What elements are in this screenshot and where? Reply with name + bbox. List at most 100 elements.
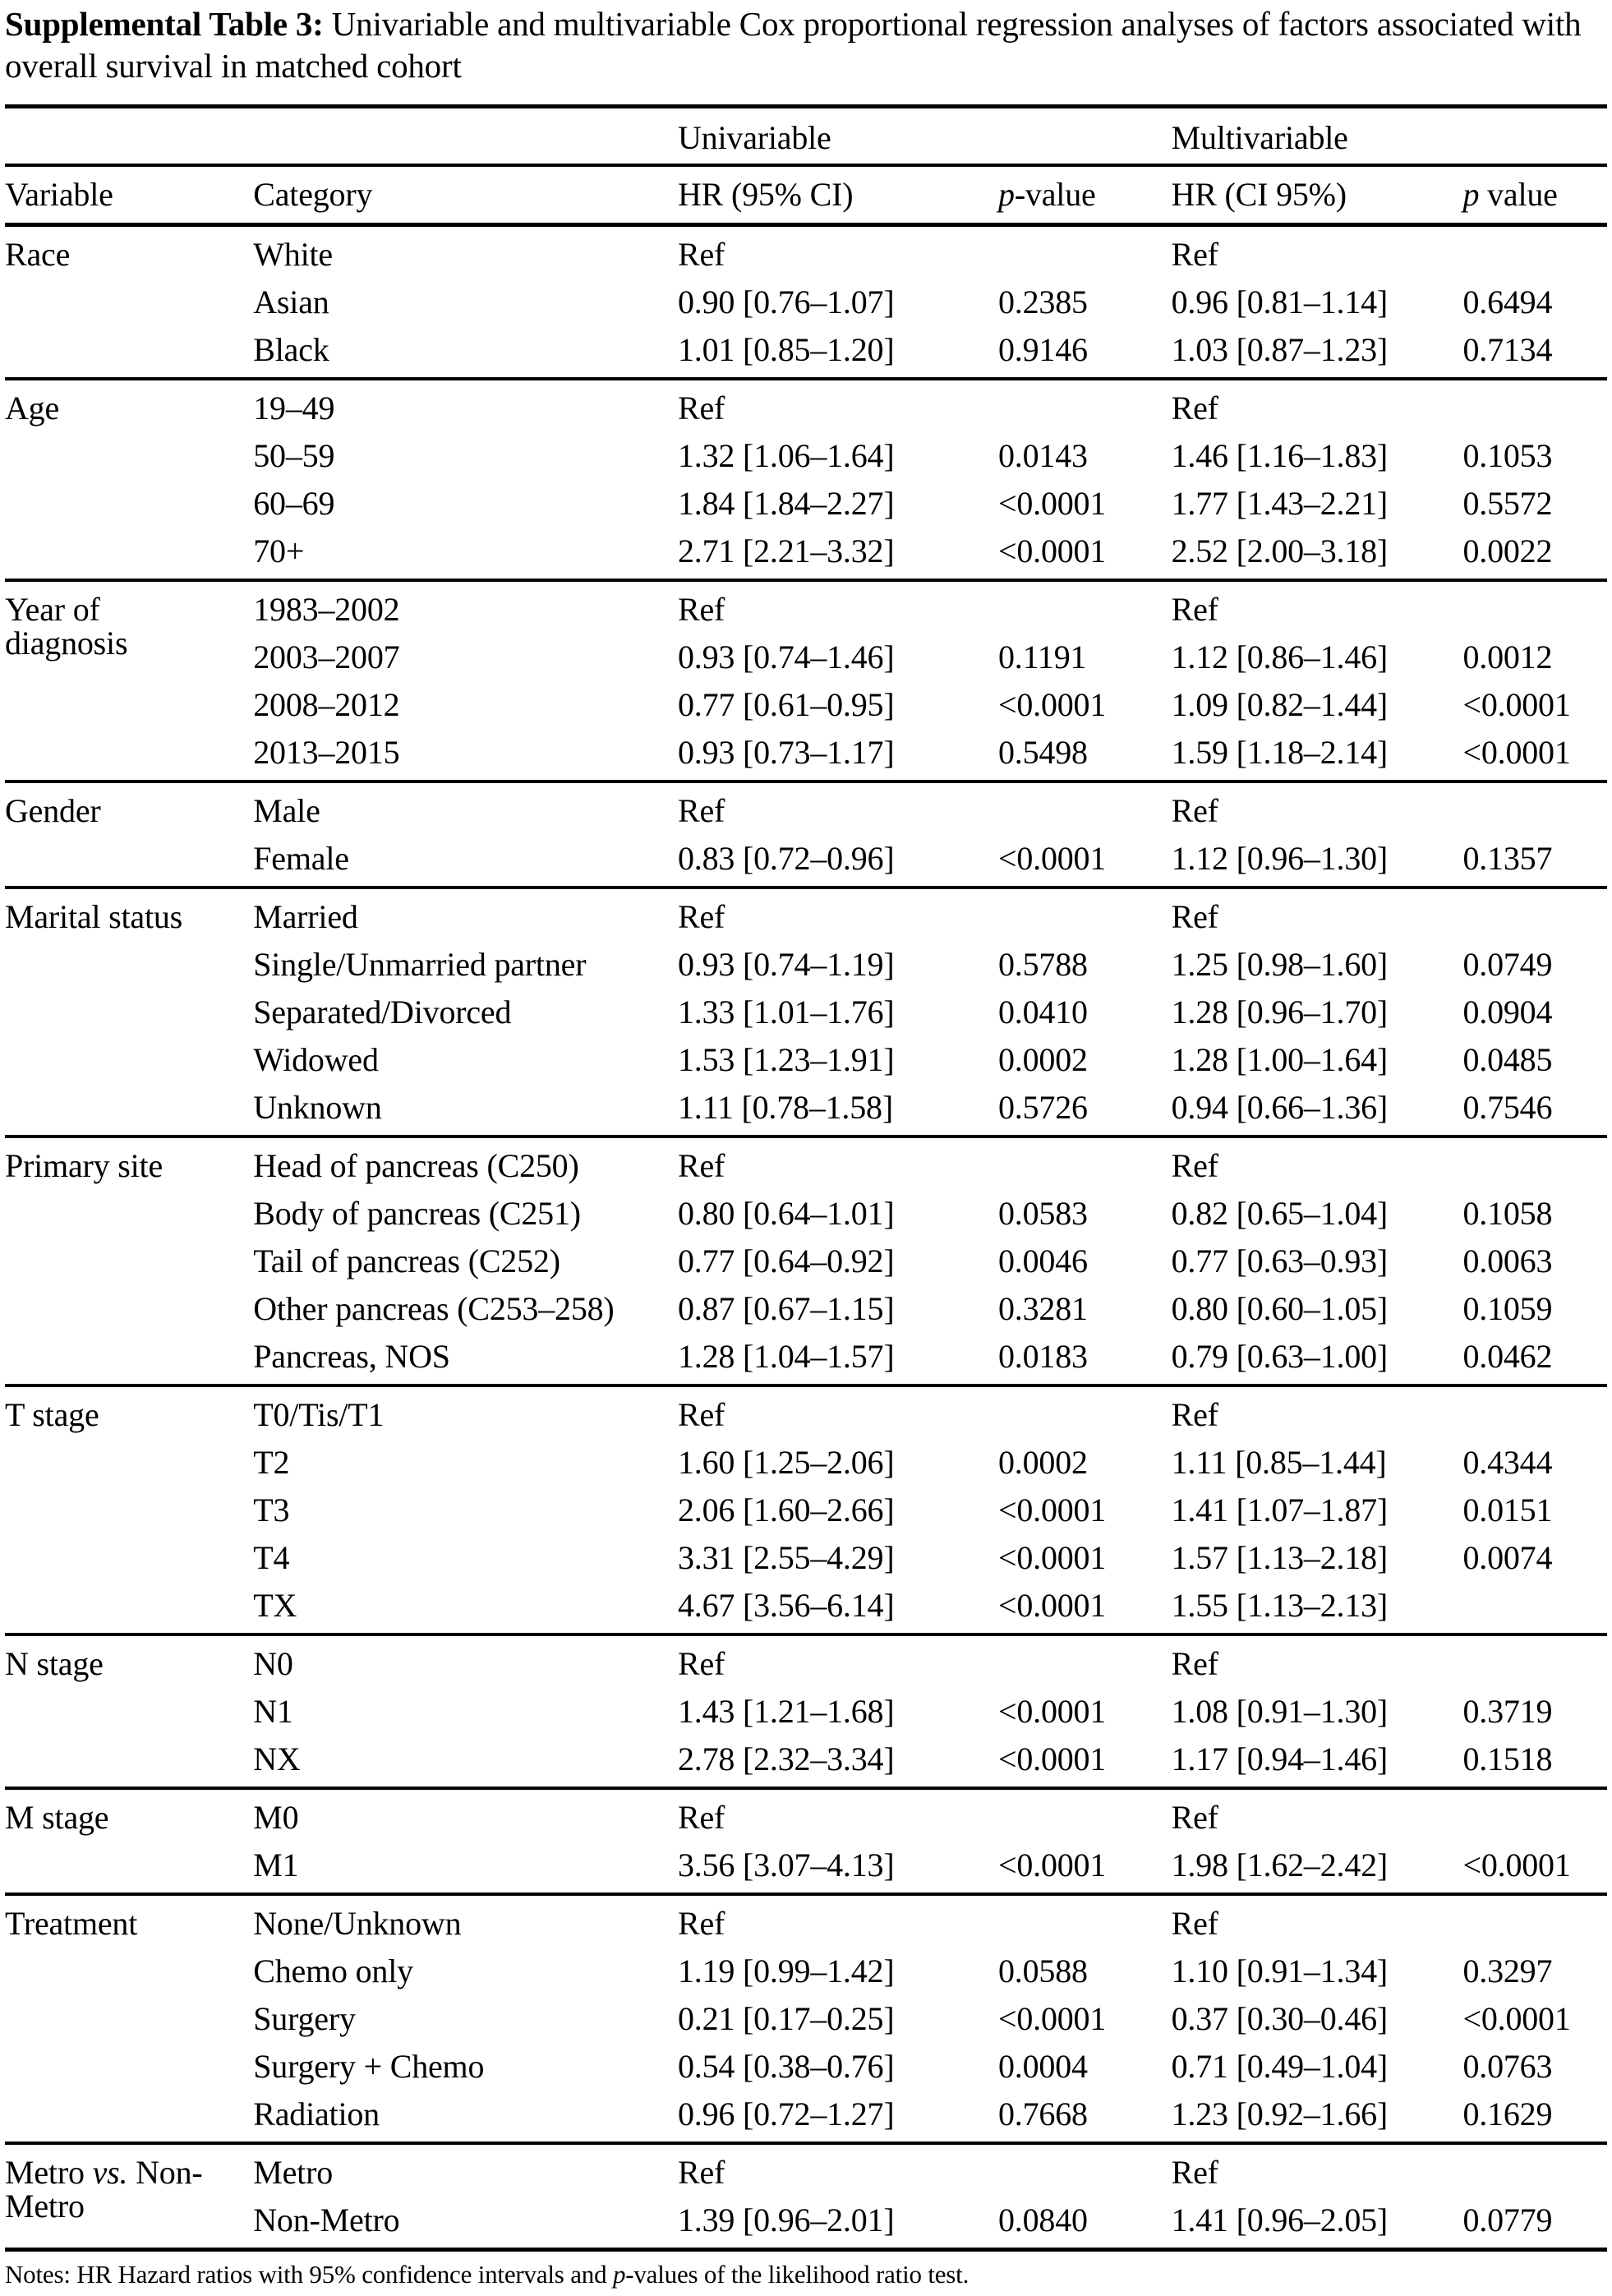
table-row: N1 1.43 [1.21–1.68] <0.0001 1.08 [0.91–1.30…	[5, 1688, 1607, 1736]
p-univariable-cell: 0.1191	[998, 638, 1087, 675]
hr-multivariable-cell: Ref	[1171, 1786, 1463, 1842]
hr-multivariable-cell: 1.55 [1.13–2.13]	[1171, 1586, 1389, 1624]
col-header-hr-univariable: HR (95% CI)	[678, 164, 998, 227]
p-univariable-cell	[998, 1786, 1172, 1842]
category-cell: 19–49	[253, 376, 678, 432]
table-row: 70+ 2.71 [2.21–3.32] <0.0001 2.52 [2.00–3.1…	[5, 528, 1607, 580]
p-multivariable-cell: 0.1357	[1462, 839, 1553, 877]
p-univariable-cell	[998, 578, 1172, 634]
p-univariable-cell: 0.0588	[998, 1952, 1088, 1989]
hr-univariable-cell: 0.77 [0.61–0.95]	[678, 685, 895, 723]
variable-text: Race	[5, 235, 71, 273]
hr-multivariable-cell: 1.59 [1.18–2.14]	[1171, 733, 1389, 771]
p-multivariable-cell: 0.5572	[1462, 484, 1553, 522]
hr-univariable-cell: 1.28 [1.04–1.57]	[678, 1337, 895, 1375]
hr-univariable-cell: 0.93 [0.73–1.17]	[678, 733, 895, 771]
p-univariable-cell: 0.0583	[998, 1194, 1088, 1232]
table-title-text: Univariable and multivariable Cox propor…	[5, 5, 1582, 85]
variable-cell: Gender	[5, 779, 254, 888]
hr-multivariable-cell: 1.08 [0.91–1.30]	[1171, 1692, 1389, 1730]
table-row: T stage T0/Tis/T1 Ref Ref	[5, 1383, 1607, 1634]
p-univariable-cell: 0.5726	[998, 1088, 1088, 1126]
table-row: Metro vs. Non- Metro Metro Ref Ref	[5, 2141, 1607, 2249]
hr-univariable-cell: Ref	[678, 1892, 998, 1948]
table-row: T3 2.06 [1.60–2.66] <0.0001 1.41 [1.07–1.87…	[5, 1487, 1607, 1534]
p-multivariable-cell: 0.6494	[1462, 283, 1553, 320]
variable-italic-text: vs.	[92, 2153, 128, 2191]
table-row: NX 2.78 [2.32–3.34] <0.0001 1.17 [0.94–1.46…	[5, 1736, 1607, 1788]
hr-multivariable-cell: 1.57 [1.13–2.18]	[1171, 1538, 1389, 1576]
table-row: Year of diagnosis 1983–2002 Ref Ref	[5, 578, 1607, 781]
hr-univariable-cell: 1.39 [0.96–2.01]	[678, 2201, 895, 2238]
p-italic: p	[998, 175, 1015, 213]
p-multivariable-cell: 0.0012	[1462, 638, 1553, 675]
hr-univariable-cell: Ref	[678, 885, 998, 941]
col-header-hr-multivariable: HR (CI 95%)	[1171, 164, 1463, 227]
p-multivariable-cell	[1462, 1892, 1607, 1948]
p-univariable-cell: 0.2385	[998, 283, 1088, 320]
hr-multivariable-cell: 0.96 [0.81–1.14]	[1171, 283, 1389, 320]
category-cell: Body of pancreas (C251)	[253, 1194, 581, 1232]
hr-multivariable-cell: 1.03 [0.87–1.23]	[1171, 330, 1389, 368]
hr-univariable-cell: Ref	[678, 1383, 998, 1439]
table-row: 2003–2007 0.93 [0.74–1.46] 0.1191 1.12 [0.8…	[5, 634, 1607, 681]
hr-multivariable-cell: Ref	[1171, 223, 1463, 279]
hr-multivariable-cell: 1.98 [1.62–2.42]	[1171, 1846, 1389, 1883]
table-row: T2 1.60 [1.25–2.06] 0.0002 1.11 [0.85–1.44]…	[5, 1439, 1607, 1487]
hr-univariable-cell: 0.80 [0.64–1.01]	[678, 1194, 895, 1232]
variable-cell: M stage	[5, 1786, 254, 1894]
p-univariable-cell: <0.0001	[998, 1846, 1107, 1883]
category-cell: Radiation	[253, 2095, 380, 2132]
table-row: Race White Ref Ref	[5, 223, 1607, 379]
hr-multivariable-cell: 0.82 [0.65–1.04]	[1171, 1194, 1389, 1232]
hr-multivariable-cell: 1.28 [0.96–1.70]	[1171, 993, 1389, 1030]
hr-multivariable-cell: 1.09 [0.82–1.44]	[1171, 685, 1389, 723]
category-cell: N0	[253, 1632, 678, 1688]
hr-univariable-cell: Ref	[678, 1786, 998, 1842]
table-row: Surgery 0.21 [0.17–0.25] <0.0001 0.37 [0.30…	[5, 1995, 1607, 2043]
hr-univariable-cell: Ref	[678, 223, 998, 279]
category-cell: M1	[253, 1846, 299, 1883]
span-header-univariable: Univariable	[678, 106, 1172, 167]
col-header-p-univariable: p-value	[998, 164, 1172, 227]
p-univariable-cell	[998, 1632, 1172, 1688]
category-cell: 50–59	[253, 436, 335, 474]
category-cell: Unknown	[253, 1088, 382, 1126]
category-cell: 70+	[253, 532, 305, 569]
variable-cell: Age	[5, 376, 254, 580]
p-univariable-cell: <0.0001	[998, 685, 1107, 723]
variable-cell: Year of diagnosis	[5, 578, 254, 781]
variable-text: M stage	[5, 1798, 109, 1836]
p-univariable-cell: 0.0004	[998, 2047, 1088, 2085]
p-multivariable-cell: 0.3719	[1462, 1692, 1553, 1730]
table-row: Tail of pancreas (C252) 0.77 [0.64–0.92] 0…	[5, 1238, 1607, 1285]
hr-univariable-cell: 0.96 [0.72–1.27]	[678, 2095, 895, 2132]
hr-multivariable-cell: Ref	[1171, 578, 1463, 634]
hr-univariable-cell: 0.90 [0.76–1.07]	[678, 283, 895, 320]
p-univariable-cell: 0.9146	[998, 330, 1088, 368]
p-multivariable-cell	[1462, 578, 1607, 634]
table-title-label: Supplemental Table 3:	[5, 5, 324, 43]
p-multivariable-cell: 0.0779	[1462, 2201, 1553, 2238]
variable-cell: Metro vs. Non- Metro	[5, 2141, 254, 2249]
table-row: Marital status Married Ref Ref	[5, 885, 1607, 1136]
table-body: Race White Ref Ref Asian 0.90 [0.76–1.07] 0.23…	[5, 223, 1607, 2249]
category-cell: Asian	[253, 283, 329, 320]
table-row: 60–69 1.84 [1.84–2.27] <0.0001 1.77 [1.43–2…	[5, 480, 1607, 528]
hr-univariable-cell: 3.56 [3.07–4.13]	[678, 1846, 895, 1883]
table-row: Chemo only 1.19 [0.99–1.42] 0.0588 1.10 [0.…	[5, 1948, 1607, 1995]
p-multivariable-cell	[1462, 1786, 1607, 1842]
table-row: M stage M0 Ref Ref	[5, 1786, 1607, 1894]
p-multivariable-cell: 0.1518	[1462, 1740, 1553, 1777]
hr-univariable-cell: 1.19 [0.99–1.42]	[678, 1952, 895, 1989]
hr-multivariable-cell: 1.41 [1.07–1.87]	[1171, 1491, 1389, 1528]
column-header-row: Variable Category HR (95% CI) p-value HR…	[5, 164, 1607, 227]
span-header-row: Univariable Multivariable	[5, 106, 1607, 167]
category-cell: NX	[253, 1740, 301, 1777]
hr-multivariable-cell: Ref	[1171, 1632, 1463, 1688]
category-cell: Metro	[253, 2141, 678, 2197]
hr-multivariable-cell: Ref	[1171, 2141, 1463, 2197]
hr-multivariable-cell: 1.77 [1.43–2.21]	[1171, 484, 1389, 522]
p-univariable-cell: 0.0840	[998, 2201, 1088, 2238]
p-multivariable-cell	[1462, 376, 1607, 432]
